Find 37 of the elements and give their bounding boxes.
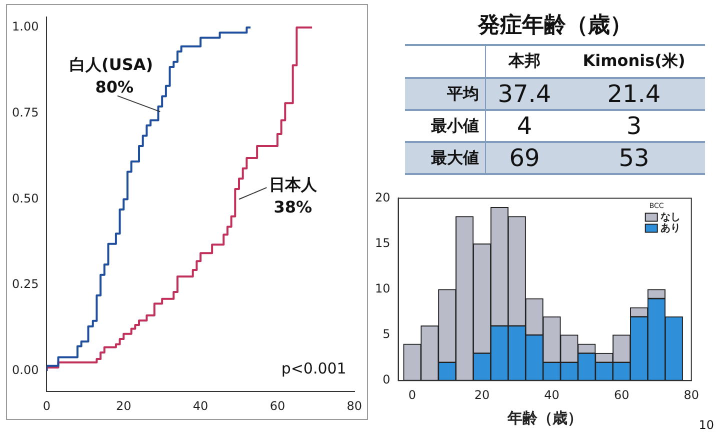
x-axis-title: 年齢（歳） (506, 408, 582, 427)
category-label: 本邦 (507, 50, 542, 72)
annotation: 38% (274, 197, 312, 216)
y-tick-label: 0.00 (12, 363, 39, 378)
x-tick-label: 80 (684, 388, 700, 402)
text: 発症年齢（歳） (476, 12, 633, 40)
category-label: Kimonis(米) (582, 50, 686, 72)
series-label: 日本人 (268, 174, 318, 194)
text: 3 (626, 112, 642, 140)
x-tick-label: 60 (270, 398, 286, 413)
x-tick-label: 40 (544, 388, 560, 402)
y-tick-label: 15 (374, 236, 390, 250)
x-tick-label: 20 (474, 388, 490, 402)
legend-label: なし (660, 212, 680, 223)
text: 4 (516, 112, 532, 140)
y-tick-label: 0.25 (12, 277, 39, 292)
y-tick-label: 0.50 (12, 191, 39, 206)
y-tick-label: 5 (382, 327, 390, 342)
x-tick-label: 80 (346, 398, 362, 413)
annotation: 80% (95, 77, 134, 96)
x-tick-label: 40 (192, 398, 208, 413)
y-tick-label: 0.75 (12, 106, 39, 120)
y-tick-label: 0 (382, 372, 390, 387)
annotation: p<0.001 (281, 359, 346, 378)
x-tick-label: 60 (614, 388, 630, 402)
legend-label: あり (660, 222, 680, 234)
x-tick-label: 20 (116, 398, 132, 413)
text: 10 (698, 418, 714, 432)
category-label: 最小値 (431, 116, 479, 134)
shaded-row: 平均 37.4 21.4 (405, 78, 705, 110)
x-tick-label: 0 (42, 398, 51, 413)
shaded-row: 最大値 69 53 (405, 142, 705, 174)
y-tick-label: 20 (374, 190, 390, 204)
series-label: 白人(USA) (70, 55, 154, 74)
y-tick-label: 10 (374, 282, 390, 296)
x-tick-label: 0 (408, 388, 416, 402)
y-tick-label: 1.00 (12, 20, 39, 34)
